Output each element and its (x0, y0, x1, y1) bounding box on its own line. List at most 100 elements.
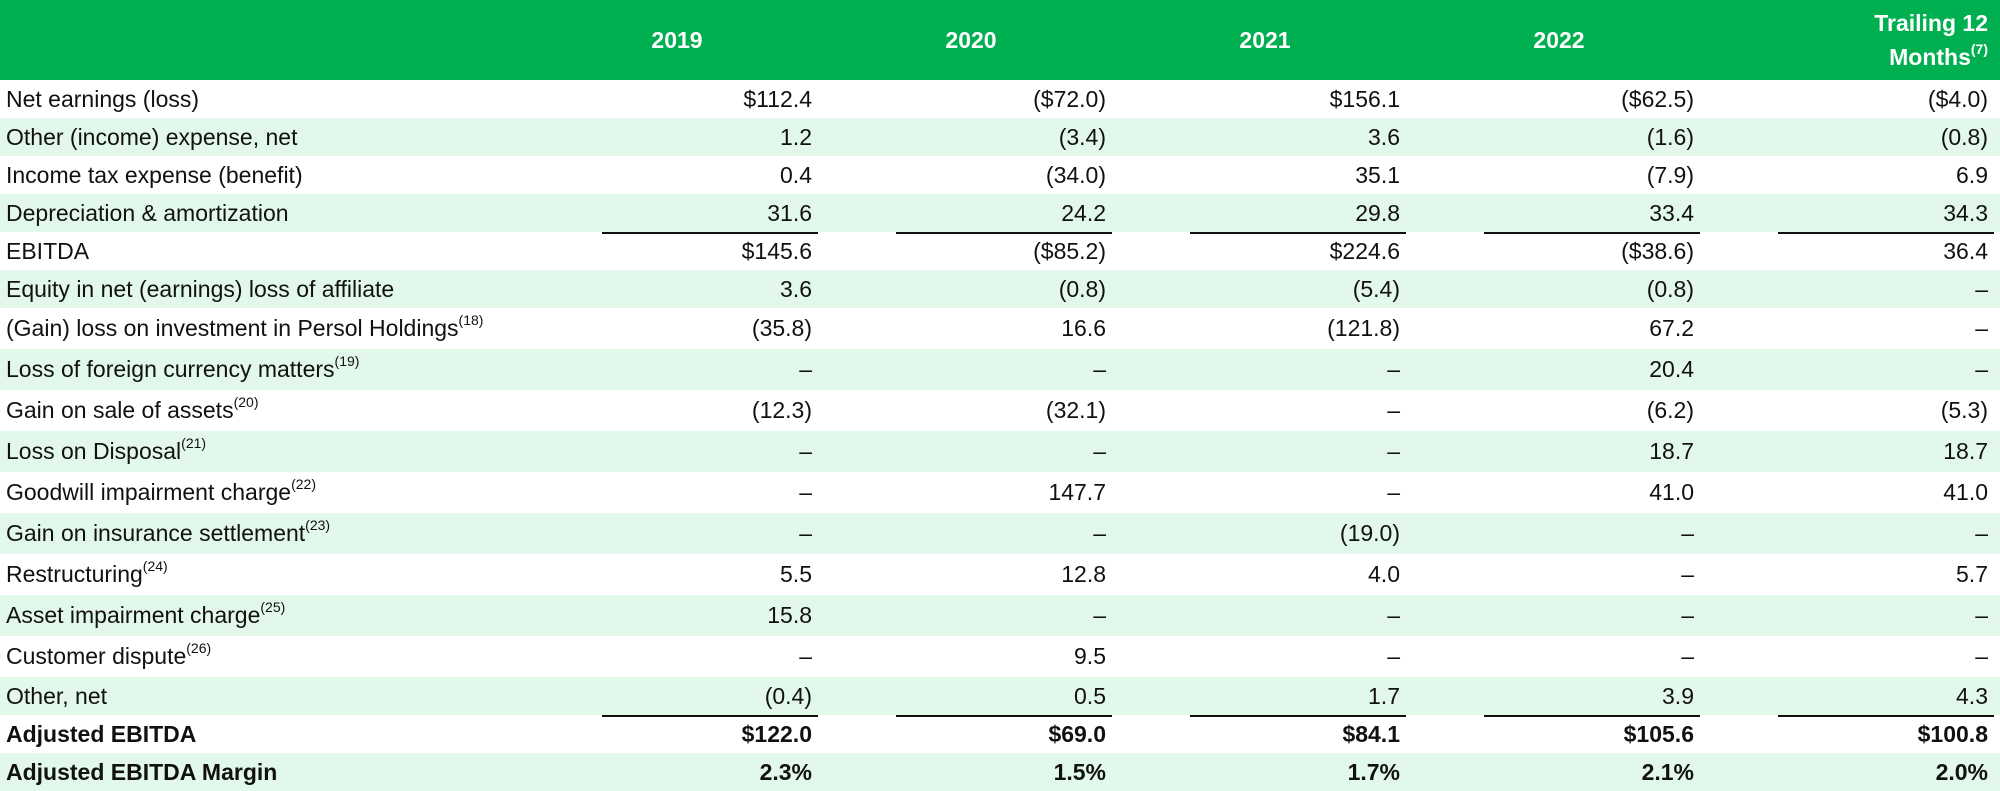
footnote-marker: (25) (260, 599, 286, 616)
footnote-marker: (26) (186, 640, 212, 657)
row-label: Adjusted EBITDA (0, 715, 530, 753)
value-cell: $145.6 (530, 232, 824, 270)
row-label-text: Gain on insurance settlement (6, 520, 306, 546)
value-cell: $112.4 (743, 85, 812, 112)
header-row: 2019 2020 2021 2022 Trailing 12 Months(7… (0, 0, 2000, 80)
value-cell: – (799, 643, 812, 669)
value-cell: – (1093, 438, 1106, 464)
value-cell: (1.6) (1646, 123, 1694, 150)
row-label-text: Asset impairment charge (6, 602, 261, 628)
row-label-text: EBITDA (6, 237, 90, 264)
value-cell: 20.4 (1649, 356, 1694, 382)
row-label: (Gain) loss on investment in Persol Hold… (0, 308, 530, 349)
value-cell: $224.6 (1118, 232, 1412, 270)
value-cell: (35.8) (751, 315, 812, 341)
value-cell: – (1975, 602, 1988, 628)
value-cell: ($85.2) (824, 232, 1118, 270)
table-row: Adjusted EBITDA $122.0 $69.0 $84.1 $105.6 $10… (0, 715, 2000, 753)
footnote-marker: (20) (233, 394, 259, 411)
row-label-text: Customer dispute (6, 643, 187, 669)
row-label-text: Other, net (6, 682, 108, 709)
column-header-2021: 2021 (1239, 27, 1291, 53)
value-cell: 147.7 (1048, 479, 1106, 505)
row-label: Gain on sale of assets(20) (0, 390, 530, 431)
value-cell: (121.8) (1327, 315, 1400, 341)
table-row: Gain on insurance settlement(23) – – (19.0)… (0, 513, 2000, 554)
table-row: Loss of foreign currency matters(19) – – – 2… (0, 349, 2000, 390)
value-cell: 12.8 (1061, 561, 1106, 587)
row-label-text: Gain on sale of assets (6, 397, 234, 423)
table-row: Adjusted EBITDA Margin 2.3% 1.5% 1.7% 2.1% 2.… (0, 753, 2000, 791)
value-cell: – (1387, 438, 1400, 464)
value-cell: (12.3) (751, 397, 812, 423)
footnote-marker: (19) (334, 353, 360, 370)
value-cell: $84.1 (1118, 715, 1412, 753)
row-label: Adjusted EBITDA Margin (0, 753, 530, 791)
value-cell: 4.0 (1368, 561, 1400, 587)
value-cell: – (1387, 602, 1400, 628)
value-cell: (5.3) (1940, 397, 1988, 423)
row-label-text: Net earnings (loss) (6, 85, 200, 112)
row-label: Gain on insurance settlement(23) (0, 513, 530, 554)
row-label: Asset impairment charge(25) (0, 595, 530, 636)
column-header-2022: 2022 (1533, 27, 1585, 53)
value-cell: – (1387, 643, 1400, 669)
row-label: Goodwill impairment charge(22) (0, 472, 530, 513)
value-cell: 6.9 (1956, 161, 1988, 188)
column-header-trailing-12-months: Trailing 12 Months(7) (1706, 0, 2000, 80)
value-cell: 2.3% (759, 758, 812, 785)
table-row: (Gain) loss on investment in Persol Hold… (0, 308, 2000, 349)
row-label-text: Adjusted EBITDA Margin (6, 758, 278, 785)
value-cell: (5.4) (1352, 275, 1400, 302)
row-label: Loss of foreign currency matters(19) (0, 349, 530, 390)
value-cell: – (1975, 315, 1988, 341)
row-label: Equity in net (earnings) loss of affilia… (0, 270, 530, 308)
row-label-text: Depreciation & amortization (6, 199, 289, 226)
table-row: Net earnings (loss) $112.4 ($72.0) $156.1 ($… (0, 80, 2000, 118)
value-cell: (6.2) (1646, 397, 1694, 423)
value-cell: $156.1 (1329, 85, 1400, 112)
value-cell: – (1975, 520, 1988, 546)
value-cell: 4.3 (1956, 682, 1988, 709)
column-header-2020: 2020 (945, 27, 997, 53)
value-cell: 29.8 (1355, 199, 1400, 226)
value-cell: – (1387, 356, 1400, 382)
row-label: Income tax expense (benefit) (0, 156, 530, 194)
table-body: Net earnings (loss) $112.4 ($72.0) $156.1 ($… (0, 80, 2000, 791)
table-row: Other, net (0.4) 0.5 1.7 3.9 4.3 (0, 677, 2000, 715)
table-row: Depreciation & amortization 31.6 24.2 29.8 3… (0, 194, 2000, 232)
row-label-text: Other (income) expense, net (6, 123, 298, 150)
value-cell: 2.1% (1641, 758, 1694, 785)
table-row: Equity in net (earnings) loss of affilia… (0, 270, 2000, 308)
row-label: Customer dispute(26) (0, 636, 530, 677)
table-row: Gain on sale of assets(20) (12.3) (32.1) – (… (0, 390, 2000, 431)
value-cell: 31.6 (767, 199, 812, 226)
row-label: Other (income) expense, net (0, 118, 530, 156)
value-cell: 24.2 (1061, 199, 1106, 226)
row-label-text: Adjusted EBITDA (6, 720, 197, 747)
row-label-text: Income tax expense (benefit) (6, 161, 303, 188)
trailing-line1: Trailing 12 (1874, 10, 1988, 36)
value-cell: – (1975, 643, 1988, 669)
value-cell: (0.8) (1058, 275, 1106, 302)
value-cell: – (799, 520, 812, 546)
footnote-marker: (23) (305, 517, 331, 534)
value-cell: (32.1) (1045, 397, 1106, 423)
row-label: Restructuring(24) (0, 554, 530, 595)
value-cell: – (799, 356, 812, 382)
value-cell: 41.0 (1943, 479, 1988, 505)
row-label-text: Restructuring (6, 561, 143, 587)
value-cell: (0.8) (1646, 275, 1694, 302)
footnote-marker: (24) (142, 558, 168, 575)
value-cell: 34.3 (1943, 199, 1988, 226)
table-row: Income tax expense (benefit) 0.4 (34.0) 35.… (0, 156, 2000, 194)
value-cell: 18.7 (1943, 438, 1988, 464)
value-cell: 5.7 (1956, 561, 1988, 587)
row-label-text: Loss on Disposal (6, 438, 182, 464)
value-cell: 36.4 (1706, 232, 2000, 270)
value-cell: – (1387, 397, 1400, 423)
row-label-text: Loss of foreign currency matters (6, 356, 335, 382)
table-row: Restructuring(24) 5.5 12.8 4.0 – 5.7 (0, 554, 2000, 595)
value-cell: 33.4 (1649, 199, 1694, 226)
value-cell: (19.0) (1339, 520, 1400, 546)
